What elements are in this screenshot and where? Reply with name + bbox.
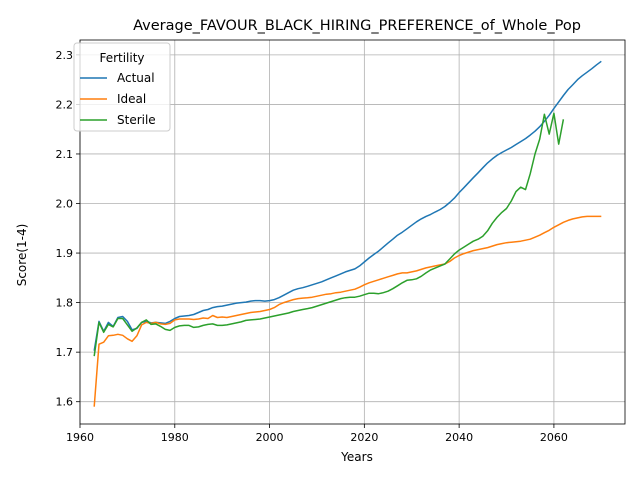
legend-label-ideal: Ideal	[117, 92, 146, 106]
y-tick-label: 2.3	[56, 49, 74, 62]
legend-box	[73, 42, 171, 132]
y-tick-label: 1.8	[56, 297, 74, 310]
grid-lines	[79, 40, 625, 424]
y-tick-label: 1.7	[56, 346, 74, 359]
series-lines	[93, 60, 602, 407]
x-tick-label: 2040	[445, 431, 473, 444]
series-line-sterile	[93, 112, 565, 357]
legend-title: Fertility	[99, 51, 144, 65]
legend: Fertility Actual Ideal Sterile	[73, 42, 171, 132]
plot-frame	[79, 39, 626, 425]
x-tick-label: 1980	[161, 431, 189, 444]
legend-label-sterile: Sterile	[117, 113, 156, 127]
legend-entries: Actual Ideal Sterile	[80, 71, 156, 127]
x-tick-label: 2060	[540, 431, 568, 444]
y-axis-ticks: 1.6 1.7 1.8 1.9 2.0 2.1 2.2 2.3	[56, 49, 80, 409]
series-line-actual	[93, 60, 602, 351]
y-tick-label: 2.1	[56, 148, 74, 161]
y-tick-label: 2.0	[56, 198, 74, 211]
x-axis-ticks: 1960 1980 2000 2020 2040 2060	[66, 424, 568, 444]
x-tick-label: 2000	[256, 431, 284, 444]
x-tick-label: 2020	[350, 431, 378, 444]
y-tick-label: 2.2	[56, 98, 74, 111]
legend-label-actual: Actual	[117, 71, 155, 85]
x-tick-label: 1960	[66, 431, 94, 444]
chart-title: Average_FAVOUR_BLACK_HIRING_PREFERENCE_o…	[133, 18, 581, 34]
series-line-ideal	[93, 215, 602, 407]
y-tick-label: 1.9	[56, 247, 74, 260]
x-axis-label: Years	[340, 450, 373, 464]
y-tick-label: 1.6	[56, 396, 74, 409]
y-axis-label: Score(1-4)	[15, 224, 29, 287]
